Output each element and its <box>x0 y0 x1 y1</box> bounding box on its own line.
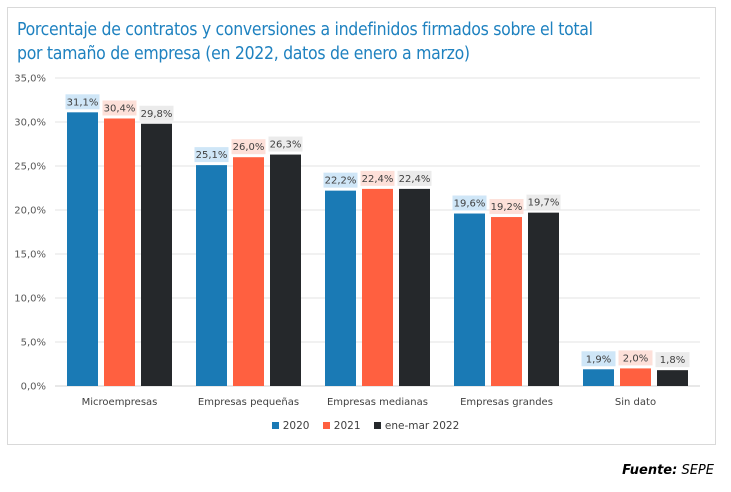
data-label: 22,4% <box>399 174 431 185</box>
legend-label-ene-mar-2022: ene-mar 2022 <box>384 420 460 432</box>
y-tick-label: 15,0% <box>14 250 46 261</box>
bar <box>583 369 614 386</box>
data-label-background <box>360 170 395 186</box>
bar <box>270 154 301 386</box>
bar <box>141 123 172 386</box>
data-label: 22,4% <box>362 174 394 185</box>
legend-swatch-ene-mar-2022 <box>373 422 381 429</box>
data-label-background <box>618 350 653 366</box>
legend-label-2021: 2021 <box>333 420 361 432</box>
data-label-background <box>581 351 616 367</box>
y-tick-label: 35,0% <box>14 74 46 85</box>
legend-label-2020: 2020 <box>282 420 310 432</box>
data-label-background <box>397 170 432 186</box>
bar <box>454 213 485 386</box>
legend-swatch-2021 <box>322 422 330 429</box>
x-category-label: Empresas pequeñas <box>198 397 299 408</box>
data-label-background <box>452 195 487 211</box>
data-label: 2,0% <box>623 353 648 364</box>
data-label: 22,2% <box>325 176 357 187</box>
data-label: 19,2% <box>491 202 523 213</box>
bar <box>233 157 264 386</box>
data-label-background <box>102 100 137 116</box>
y-tick-label: 20,0% <box>14 206 46 217</box>
data-label-background <box>139 105 174 121</box>
bar <box>491 217 522 386</box>
data-label-background <box>65 94 100 110</box>
y-tick-label: 10,0% <box>14 294 46 305</box>
source-label: Fuente: <box>622 463 678 478</box>
legend-item-ene-mar-2022: ene-mar 2022 <box>373 420 460 432</box>
legend-item-2021: 2021 <box>322 420 361 432</box>
data-label: 26,0% <box>233 142 265 153</box>
bar <box>104 118 135 386</box>
data-label: 1,9% <box>586 354 611 365</box>
chart-legend: 2020 2021 ene-mar 2022 <box>0 420 731 432</box>
data-label: 31,1% <box>67 97 99 108</box>
chart-title: Porcentaje de contratos y conversiones a… <box>17 18 637 66</box>
data-label: 19,6% <box>454 199 486 210</box>
bar <box>620 368 651 386</box>
y-tick-label: 25,0% <box>14 162 46 173</box>
data-label: 19,7% <box>528 198 560 209</box>
data-label-background <box>489 199 524 215</box>
data-label-background <box>194 147 229 163</box>
data-label-background <box>655 352 690 368</box>
bar <box>528 212 559 386</box>
chart-title-line-1: Porcentaje de contratos y conversiones a… <box>17 20 593 40</box>
data-label: 29,8% <box>141 109 173 120</box>
legend-swatch-2020 <box>271 422 279 429</box>
data-label-background <box>323 172 358 188</box>
source-value: SEPE <box>681 463 714 478</box>
y-tick-label: 30,0% <box>14 118 46 129</box>
y-tick-label: 5,0% <box>21 338 46 349</box>
data-label: 1,8% <box>660 355 685 366</box>
bar <box>399 188 430 386</box>
legend-item-2020: 2020 <box>271 420 310 432</box>
data-label-background <box>268 136 303 152</box>
bar <box>196 165 227 386</box>
x-category-label: Empresas grandes <box>460 397 553 408</box>
data-label-background <box>231 139 266 155</box>
y-tick-label: 0,0% <box>21 382 46 393</box>
bar <box>362 188 393 386</box>
data-label: 30,4% <box>104 103 136 114</box>
data-label: 25,1% <box>196 150 228 161</box>
bar <box>325 190 356 386</box>
source-note: Fuente: SEPE <box>622 463 714 478</box>
x-category-label: Sin dato <box>615 397 656 408</box>
data-label-background <box>526 194 561 210</box>
bar <box>657 370 688 386</box>
bar <box>67 112 98 386</box>
x-category-label: Empresas medianas <box>327 397 428 408</box>
data-label: 26,3% <box>270 140 302 151</box>
x-category-label: Microempresas <box>82 397 158 408</box>
chart-title-line-2: por tamaño de empresa (en 2022, datos de… <box>17 44 470 64</box>
